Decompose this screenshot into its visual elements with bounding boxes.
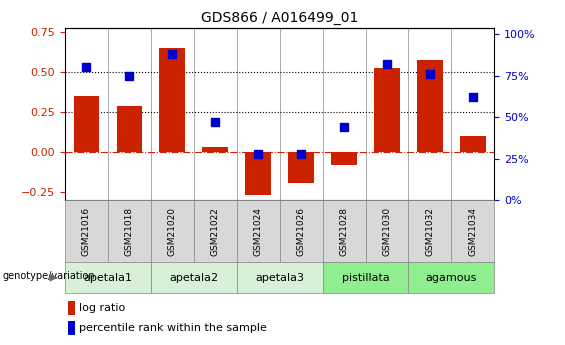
Text: agamous: agamous xyxy=(426,273,477,283)
Bar xyxy=(65,262,151,293)
Bar xyxy=(280,200,323,262)
Point xyxy=(254,151,263,156)
Text: GSM21032: GSM21032 xyxy=(425,207,434,256)
Bar xyxy=(194,200,237,262)
Bar xyxy=(151,200,194,262)
Text: genotype/variation: genotype/variation xyxy=(3,271,95,281)
Text: GSM21018: GSM21018 xyxy=(125,207,134,256)
Text: GSM21030: GSM21030 xyxy=(383,207,392,256)
Title: GDS866 / A016499_01: GDS866 / A016499_01 xyxy=(201,11,358,25)
Text: GSM21020: GSM21020 xyxy=(168,207,177,256)
Bar xyxy=(159,48,185,152)
Bar xyxy=(408,262,494,293)
Bar xyxy=(151,262,237,293)
Text: GSM21016: GSM21016 xyxy=(82,207,91,256)
Text: GSM21028: GSM21028 xyxy=(340,207,349,256)
Bar xyxy=(237,200,280,262)
Text: percentile rank within the sample: percentile rank within the sample xyxy=(79,323,267,333)
Point xyxy=(211,119,220,125)
Point xyxy=(340,124,349,130)
Point xyxy=(168,51,177,57)
Bar xyxy=(245,152,271,195)
Bar xyxy=(288,152,314,183)
Bar xyxy=(323,200,366,262)
Bar xyxy=(108,200,151,262)
Text: log ratio: log ratio xyxy=(79,303,125,313)
Bar xyxy=(68,301,75,315)
Bar xyxy=(68,322,75,335)
Text: GSM21034: GSM21034 xyxy=(468,207,477,256)
Bar xyxy=(366,200,408,262)
Point xyxy=(125,73,134,78)
Point xyxy=(425,71,434,77)
Bar xyxy=(202,147,228,152)
Text: apetala3: apetala3 xyxy=(255,273,304,283)
Bar xyxy=(73,96,99,152)
Bar xyxy=(65,200,108,262)
Point xyxy=(383,61,392,67)
Point xyxy=(297,151,306,156)
Text: apetala1: apetala1 xyxy=(84,273,132,283)
Bar xyxy=(237,262,323,293)
Bar xyxy=(323,262,408,293)
Bar xyxy=(116,106,142,152)
Bar xyxy=(460,136,486,152)
Bar xyxy=(408,200,451,262)
Bar xyxy=(451,200,494,262)
Text: GSM21022: GSM21022 xyxy=(211,207,220,256)
Point xyxy=(82,65,91,70)
Bar xyxy=(374,68,400,152)
Bar xyxy=(331,152,357,165)
Text: GSM21024: GSM21024 xyxy=(254,207,263,256)
Bar xyxy=(417,60,443,152)
Text: pistillata: pistillata xyxy=(342,273,389,283)
Text: apetala2: apetala2 xyxy=(170,273,218,283)
Point xyxy=(468,95,477,100)
Text: GSM21026: GSM21026 xyxy=(297,207,306,256)
